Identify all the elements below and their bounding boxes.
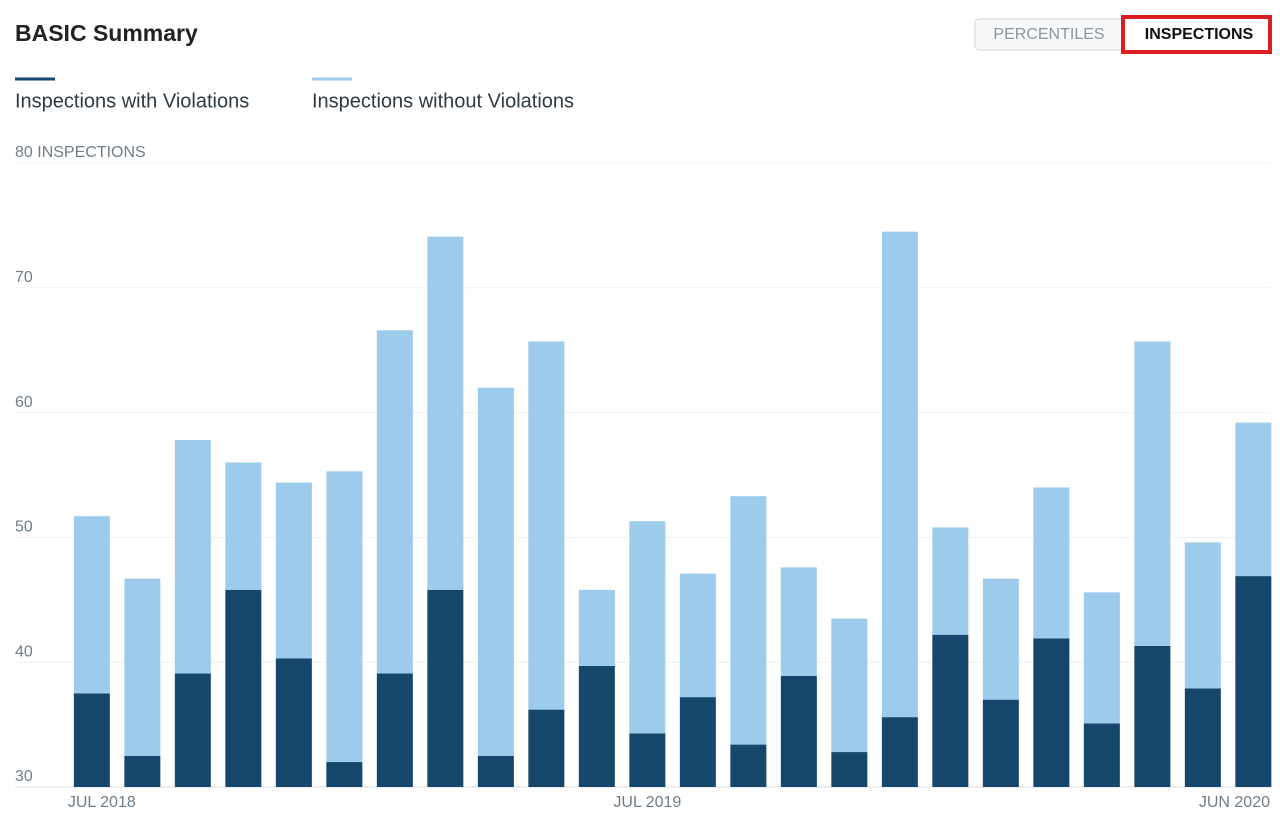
bar-segment: [881, 717, 918, 787]
bar-segment: [376, 673, 413, 787]
x-tick-label: JUL 2018: [68, 794, 136, 811]
x-tick-label: JUL 2019: [613, 794, 681, 811]
bar-segment: [1134, 645, 1171, 787]
bar-segment: [225, 589, 262, 787]
toggle-label[interactable]: PERCENTILES: [993, 26, 1104, 43]
bar-segment: [1235, 422, 1272, 577]
y-tick-label: 70: [15, 269, 33, 286]
bar-segment: [982, 578, 1019, 700]
bar-segment: [629, 521, 666, 734]
bar-segment: [780, 675, 817, 787]
bar-segment: [326, 471, 363, 763]
bar-segment: [1184, 542, 1221, 689]
bar-segment: [1033, 487, 1070, 639]
bar-segment: [73, 516, 110, 694]
bar-segment: [881, 231, 918, 718]
y-tick-label: 40: [15, 643, 33, 660]
bar-segment: [679, 697, 716, 787]
y-tick-label: 30: [15, 768, 33, 785]
toggle-button-active[interactable]: [1121, 15, 1272, 54]
bar-segment: [225, 462, 262, 590]
bar-segment: [1134, 341, 1171, 646]
bar-segment: [427, 589, 464, 787]
bar-segment: [730, 496, 767, 745]
bar-segment: [124, 755, 161, 787]
bar-segment: [376, 330, 413, 674]
bar-segment: [1235, 576, 1272, 787]
bar-segment: [730, 744, 767, 787]
bar-segment: [174, 673, 211, 787]
bar-segment: [275, 482, 312, 659]
bar-segment: [73, 693, 110, 787]
bar-segment: [477, 387, 514, 756]
bar-segment: [1083, 592, 1120, 724]
bar-segment: [932, 527, 969, 635]
bar-segment: [326, 762, 363, 787]
bar-segment: [679, 573, 716, 698]
bar-segment: [1083, 723, 1120, 787]
chart-title: BASIC Summary: [15, 20, 198, 46]
bar-segment: [982, 699, 1019, 787]
bar-segment: [831, 752, 868, 787]
bar-segment: [629, 733, 666, 787]
bar-segment: [1184, 688, 1221, 787]
legend-label: Inspections without Violations: [312, 90, 574, 112]
y-tick-label: 80 INSPECTIONS: [15, 144, 146, 161]
bar-segment: [477, 755, 514, 787]
x-tick-label: JUN 2020: [1199, 794, 1270, 811]
bar-segment: [932, 634, 969, 787]
bar-segment: [831, 618, 868, 753]
bar-segment: [1033, 638, 1070, 787]
toggle-group: PERCENTILES INSPECTIONS: [974, 15, 1272, 54]
bar-segment: [124, 578, 161, 756]
bar-segment: [578, 589, 615, 666]
toggle-label[interactable]: INSPECTIONS: [1145, 26, 1254, 43]
bar-segment: [578, 665, 615, 787]
bar-segment: [427, 236, 464, 590]
legend-label: Inspections with Violations: [15, 90, 249, 112]
bar-segment: [275, 658, 312, 787]
bar-segment: [528, 341, 565, 710]
bar-segment: [528, 709, 565, 787]
y-tick-label: 60: [15, 394, 33, 411]
bar-segment: [174, 440, 211, 674]
y-tick-label: 50: [15, 519, 33, 536]
bar-segment: [780, 567, 817, 676]
